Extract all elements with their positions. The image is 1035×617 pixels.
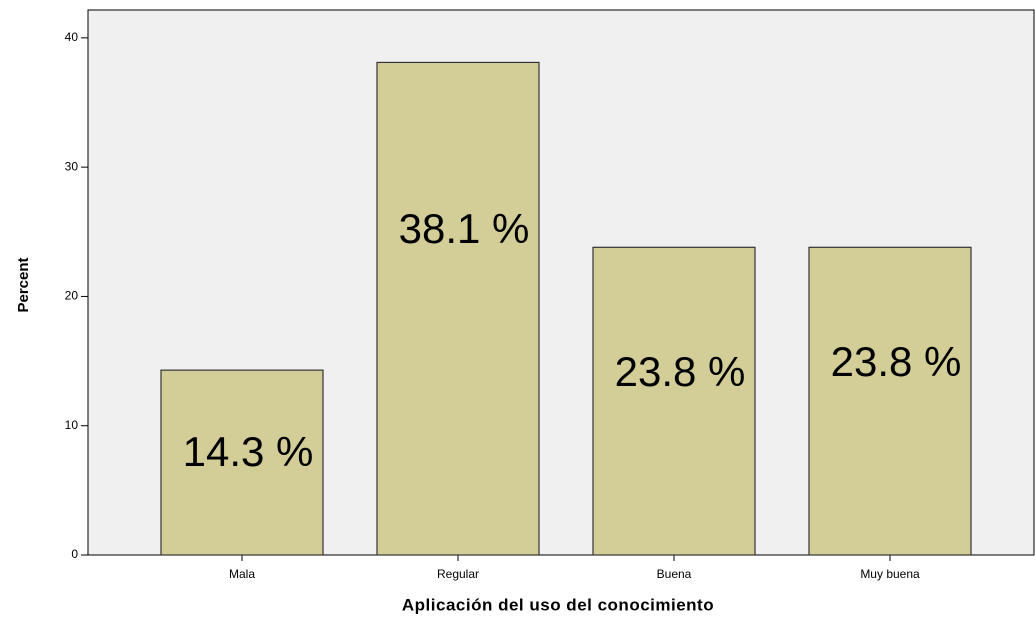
y-axis-title: Percent: [15, 257, 32, 312]
bar: [592, 246, 756, 556]
x-tick-label: Regular: [437, 567, 479, 581]
y-tick-label: 0: [71, 547, 78, 561]
x-axis-title: Aplicación del uso del conocimiento: [402, 595, 714, 614]
data-label: 23.8 %: [831, 338, 962, 385]
y-tick-label: 40: [65, 30, 79, 44]
x-tick-label: Muy buena: [860, 567, 920, 581]
y-tick-label: 20: [65, 289, 79, 303]
data-label: 14.3 %: [183, 428, 314, 475]
y-tick-label: 10: [65, 418, 79, 432]
bar: [160, 369, 324, 556]
data-label: 23.8 %: [615, 348, 746, 395]
data-label: 38.1 %: [399, 205, 530, 252]
y-tick-label: 30: [65, 159, 79, 173]
x-tick-label: Buena: [657, 567, 692, 581]
bar: [808, 246, 972, 556]
x-tick-label: Mala: [229, 567, 255, 581]
bar: [376, 61, 540, 556]
